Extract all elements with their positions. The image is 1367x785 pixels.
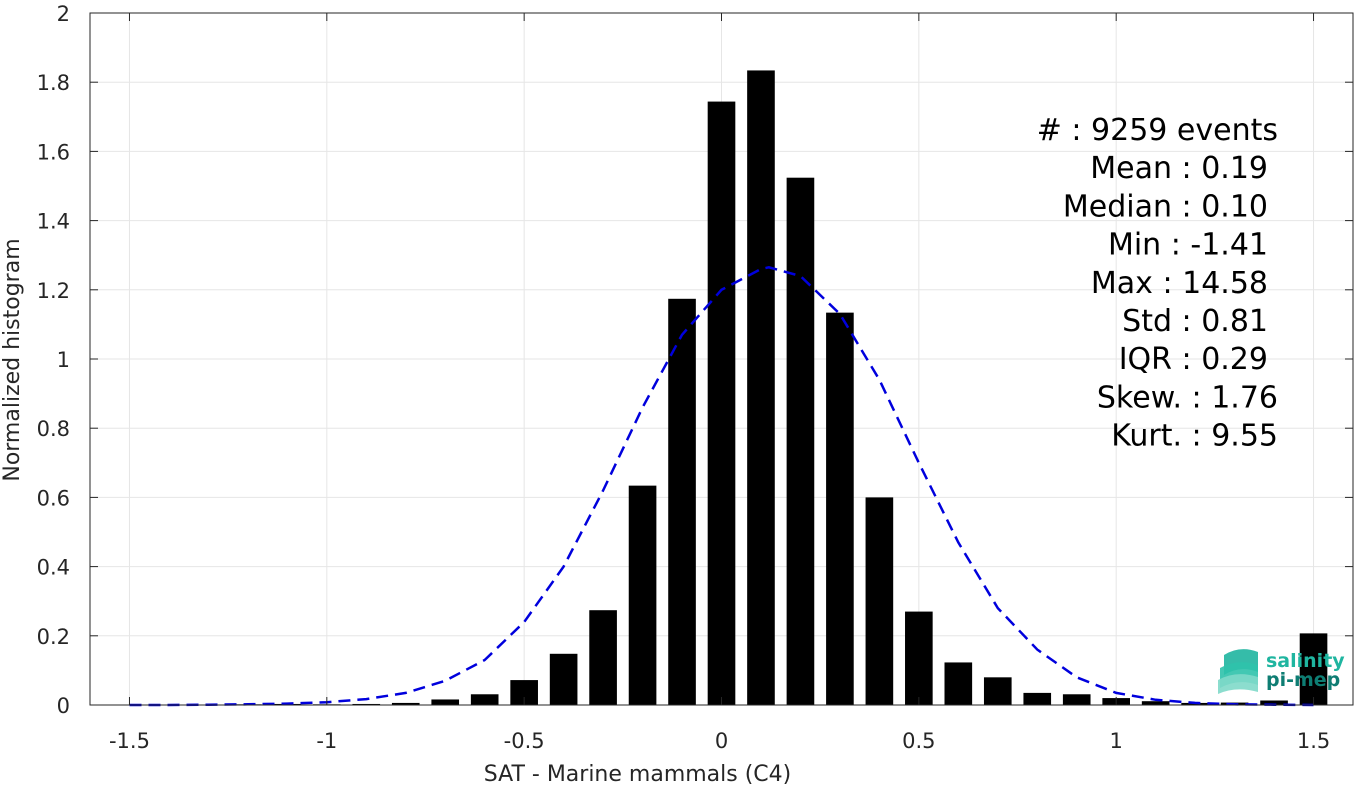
histogram-bar (786, 177, 815, 706)
stats-line: Max : 14.58 (1091, 266, 1268, 301)
y-tick-label: 1.8 (37, 71, 70, 95)
y-tick-label: 0.2 (37, 625, 70, 649)
salinity-pi-mep-logo: salinity pi-mep (1218, 649, 1345, 694)
x-tick-label: 1.5 (1297, 729, 1330, 753)
stats-line: Min : -1.41 (1108, 228, 1268, 263)
logo-wave (1218, 674, 1258, 694)
x-tick-label: 0 (715, 729, 728, 753)
histogram-bar (1260, 700, 1288, 705)
histogram-bar (1062, 694, 1091, 705)
y-tick-label: 1.4 (37, 210, 70, 234)
x-tick-label: -0.5 (504, 729, 545, 753)
histogram-bar (1299, 633, 1328, 705)
y-tick-label: 1.6 (37, 140, 70, 164)
x-tick-label: -1 (316, 729, 337, 753)
stats-line: Kurt. : 9.55 (1111, 419, 1278, 454)
gaussian-fit-curve (129, 266, 1314, 707)
y-tick-label: 1 (57, 348, 70, 372)
histogram-bar (983, 677, 1012, 705)
histogram-bar (747, 70, 775, 706)
y-tick-label: 2 (57, 2, 70, 26)
y-tick-label: 0.6 (37, 486, 70, 510)
logo-text-pi-mep: pi-mep (1266, 669, 1340, 691)
stats-line: Mean : 0.19 (1090, 151, 1268, 186)
histogram-bar (352, 703, 381, 705)
y-axis-title: Normalized histogram (0, 238, 25, 481)
histogram-bar (470, 694, 499, 705)
histogram-bar (707, 101, 736, 706)
y-tick-label: 0.4 (37, 556, 70, 580)
histogram-bar (628, 485, 657, 705)
histogram-bars (115, 70, 1328, 706)
stats-line: Skew. : 1.76 (1097, 380, 1278, 415)
histogram-bar (549, 653, 578, 705)
histogram-bar (944, 662, 973, 705)
histogram-bar (589, 610, 617, 705)
x-axis-title: SAT - Marine mammals (C4) (484, 762, 792, 785)
x-axis-ticks: -1.5 -1 -0.5 0 0.5 1 1.5 (109, 13, 1330, 753)
histogram-bar (1141, 701, 1170, 705)
y-tick-label: 0.8 (37, 417, 70, 441)
histogram-bar (391, 702, 420, 705)
stats-line: Median : 0.10 (1063, 189, 1268, 224)
histogram-bar (431, 699, 460, 705)
histogram-bar (865, 497, 894, 705)
stats-line: IQR : 0.29 (1119, 342, 1268, 377)
histogram-bar (826, 312, 854, 705)
histogram-bar (1023, 692, 1052, 705)
stats-line: Std : 0.81 (1122, 304, 1268, 339)
logo-wave-icon (1218, 649, 1258, 694)
y-tick-label: 1.2 (37, 279, 70, 303)
x-tick-label: 0.5 (902, 729, 935, 753)
y-tick-label: 0 (57, 694, 70, 718)
stats-line: # : 9259 events (1037, 113, 1278, 148)
histogram-bar (668, 298, 696, 705)
logo-text-salinity: salinity (1266, 650, 1345, 672)
x-tick-label: -1.5 (109, 729, 150, 753)
y-axis-ticks: 0 0.2 0.4 0.6 0.8 1 1.2 1.4 1.6 1.8 2 (37, 2, 1353, 718)
x-tick-label: 1 (1110, 729, 1123, 753)
histogram-bar (905, 611, 933, 705)
